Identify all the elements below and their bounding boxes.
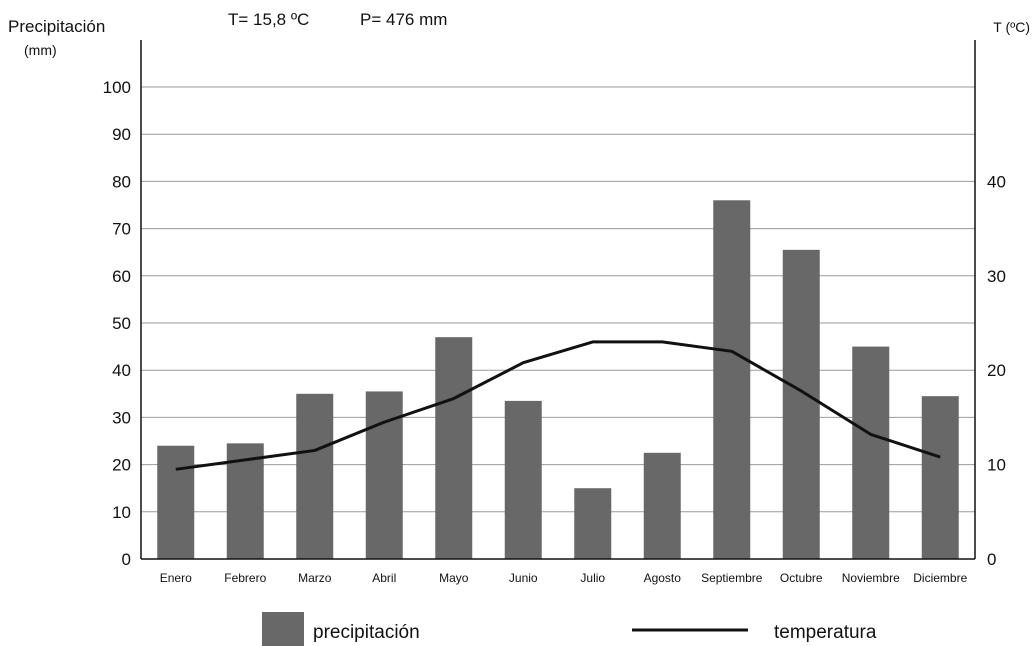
category-label: Septiembre [701,571,763,585]
axes [140,40,976,560]
left-tick-label: 60 [112,267,131,286]
bar-mayo [435,337,473,559]
legend-precipitation-swatch [262,612,304,646]
left-tick-label: 90 [112,125,131,144]
category-label: Diciembre [913,571,967,585]
right-axis-title: T (ºC) [993,19,1030,35]
left-tick-label: 100 [103,78,131,97]
category-label: Enero [160,571,192,585]
bar-noviembre [852,346,890,559]
left-tick-label: 20 [112,456,131,475]
category-label: Marzo [298,571,332,585]
category-label: Octubre [780,571,823,585]
left-axis-unit: (mm) [24,42,57,58]
left-tick-label: 70 [112,220,131,239]
left-tick-label: 30 [112,408,131,427]
precipitation-bars [157,200,959,559]
right-tick-label: 20 [987,361,1006,380]
legend: precipitación temperatura [262,612,877,646]
left-tick-label: 80 [112,172,131,191]
bar-diciembre [921,396,959,559]
left-axis-title: Precipitación [8,17,105,36]
category-label: Julio [580,571,605,585]
bar-julio [574,488,612,559]
left-axis-ticks: 0 10 20 30 40 50 60 70 80 90 100 [103,78,131,569]
right-tick-label: 0 [987,550,996,569]
grid-lines [141,86,975,513]
right-tick-label: 40 [987,172,1006,191]
temperature-line-group [175,340,941,471]
legend-temperature-label: temperatura [774,622,877,643]
bar-junio [504,400,542,559]
bar-septiembre [713,200,751,559]
category-label: Agosto [644,571,682,585]
right-tick-label: 30 [987,267,1006,286]
mean-temperature-label: T= 15,8 ºC [228,10,309,29]
category-label: Mayo [439,571,469,585]
bar-agosto [643,452,681,559]
category-label: Junio [509,571,538,585]
bar-enero [157,445,195,559]
category-label: Abril [372,571,396,585]
left-tick-label: 40 [112,361,131,380]
bar-marzo [296,393,334,559]
bar-octubre [782,249,820,559]
right-axis-ticks: 0 10 20 30 40 [987,172,1006,569]
legend-precipitation-label: precipitación [313,622,420,643]
category-label: Febrero [224,571,266,585]
right-tick-label: 10 [987,456,1006,475]
category-label: Noviembre [842,571,900,585]
left-tick-label: 50 [112,314,131,333]
total-precipitation-label: P= 476 mm [360,10,447,29]
left-tick-label: 0 [122,550,131,569]
temperature-line [175,340,941,471]
left-tick-label: 10 [112,503,131,522]
category-axis-ticks: Enero Febrero Marzo Abril Mayo Junio Julio Agos… [160,571,968,585]
